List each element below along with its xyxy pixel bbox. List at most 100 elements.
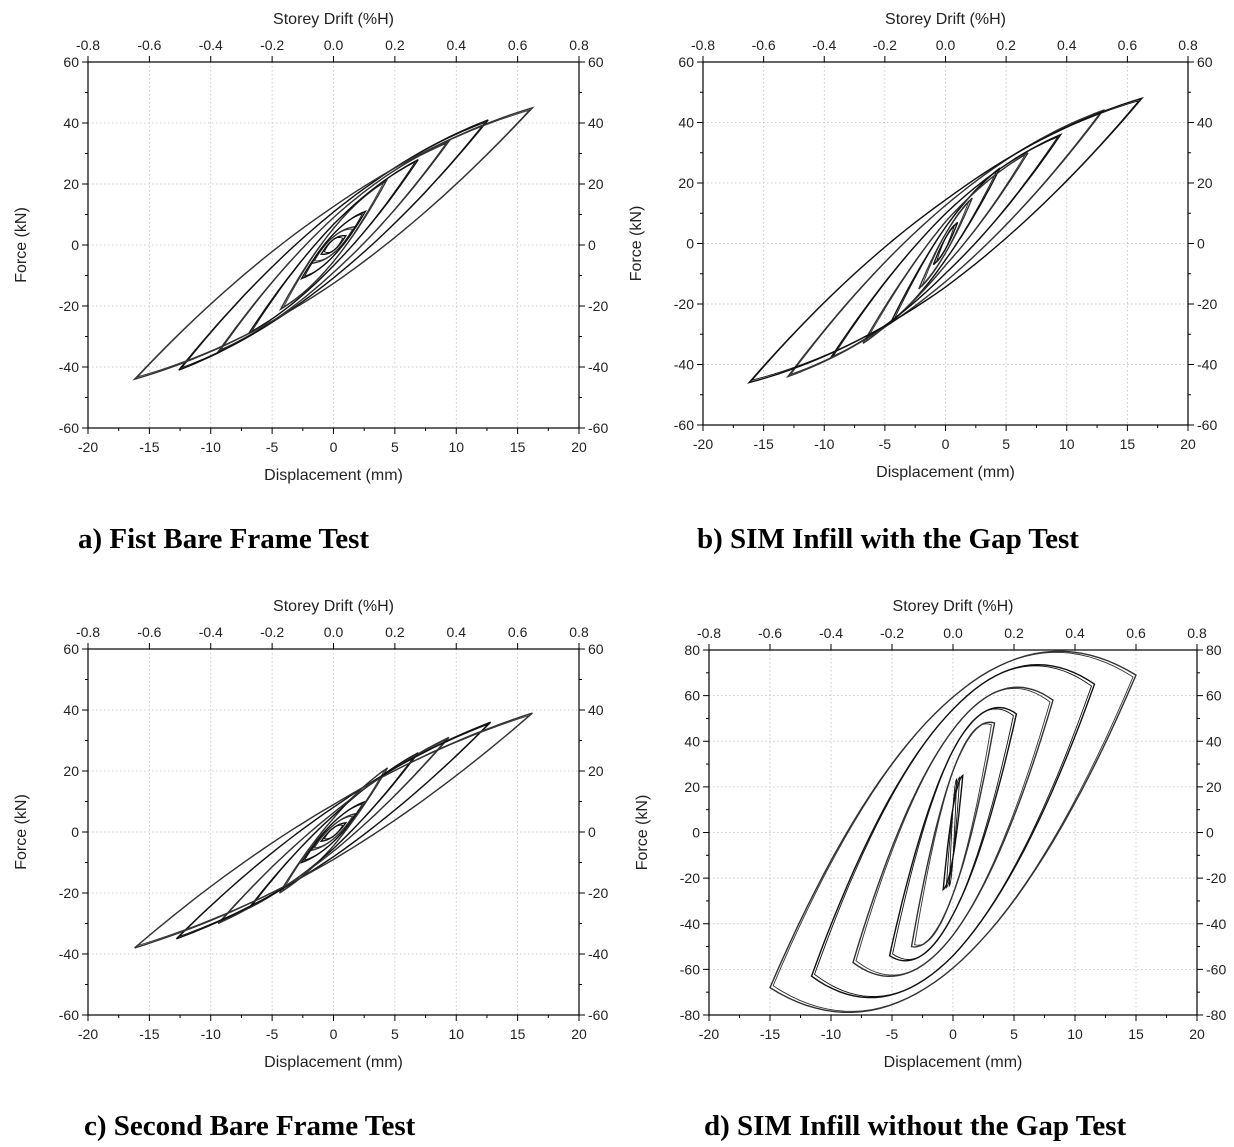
- x2-tick-label: -0.6: [758, 625, 782, 641]
- y2-tick-label: -60: [588, 420, 608, 436]
- x-tick-label: 0: [949, 1026, 957, 1042]
- y2-tick-label: -40: [1197, 357, 1217, 373]
- y2-tick-label: 0: [588, 237, 596, 253]
- y2-tick-label: 20: [1197, 175, 1213, 191]
- hysteresis-loop-cycle-8: [136, 109, 531, 378]
- hysteresis-loop-cycle-1: [945, 775, 961, 890]
- x-tick-label: 20: [1189, 1026, 1205, 1042]
- y2-tick-label: -60: [1197, 417, 1217, 433]
- y-tick-label: -20: [59, 885, 79, 901]
- hysteresis-loop-cycle-2: [313, 228, 354, 262]
- x2-tick-label: 0.8: [1187, 625, 1207, 641]
- hysteresis-loop-cycle-3: [303, 803, 364, 861]
- x-tick-label: -15: [754, 436, 774, 452]
- x2-tick-label: -0.4: [812, 37, 836, 53]
- y2-tick-label: 20: [588, 763, 604, 779]
- x2-tick-label: -0.6: [137, 624, 161, 640]
- x2-tick-label: -0.4: [199, 624, 223, 640]
- y-tick-label: 20: [63, 763, 79, 779]
- y-tick-label: 20: [63, 176, 79, 192]
- x-tick-label: -20: [699, 1026, 719, 1042]
- hysteresis-loop-cycle-2: [910, 721, 996, 948]
- y-tick-label: 40: [684, 733, 700, 749]
- x2-tick-label: 0.2: [1004, 625, 1024, 641]
- x-tick-label: -15: [139, 439, 159, 455]
- x2-tick-label: -0.2: [260, 37, 284, 53]
- y-tick-label: 80: [684, 642, 700, 658]
- hysteresis-loop-cycle-2: [313, 815, 354, 849]
- y2-tick-label: 0: [1197, 236, 1205, 252]
- x-tick-label: -10: [201, 439, 221, 455]
- x-tick-label: 20: [571, 1026, 587, 1042]
- y-tick-label: 20: [684, 779, 700, 795]
- x-tick-label: 0: [330, 439, 338, 455]
- chart-panel-a: -20 -15 -10 -5 0 5 10 15 20 -60 -60 -40 -40 -20 -20 0 0 2…: [0, 0, 617, 500]
- x-tick-label: 5: [391, 439, 399, 455]
- x-tick-label: -10: [201, 1026, 221, 1042]
- x2-tick-label: 0.0: [943, 625, 963, 641]
- x-tick-label: 15: [1120, 436, 1136, 452]
- x2-tick-label: -0.2: [873, 37, 897, 53]
- x-tick-label: -10: [814, 436, 834, 452]
- x2-tick-label: -0.6: [137, 37, 161, 53]
- x-tick-label: 10: [448, 439, 464, 455]
- y2-tick-label: 40: [1197, 115, 1213, 131]
- x2-tick-label: 0.6: [1126, 625, 1146, 641]
- x2-tick-label: 0.0: [936, 37, 956, 53]
- x2-tick-label: -0.8: [697, 625, 721, 641]
- y-tick-label: 60: [63, 54, 79, 70]
- x2-tick-label: 0.2: [385, 37, 405, 53]
- x2-tick-label: -0.2: [880, 625, 904, 641]
- y2-tick-label: 0: [588, 824, 596, 840]
- y2-tick-label: 20: [1206, 779, 1222, 795]
- y2-tick-label: -20: [1197, 296, 1217, 312]
- x2-tick-label: 0.4: [1065, 625, 1085, 641]
- hysteresis-loop-cycle-7: [747, 96, 1144, 384]
- y2-tick-label: 60: [588, 641, 604, 657]
- hysteresis-chart-c: -20 -15 -10 -5 0 5 10 15 20-60 -60-40 -40-20 -200 02…: [13, 598, 608, 1071]
- y-tick-label: -60: [59, 1007, 79, 1023]
- hysteresis-loop-cycle-5: [832, 135, 1059, 358]
- hysteresis-loop-cycle-7: [179, 724, 488, 937]
- chart-panel-d: -20 -15 -10 -5 0 5 10 15 20 -80 -80 -60 -60 -40 -40 -20…: [617, 587, 1234, 1087]
- y-tick-label: 0: [71, 237, 79, 253]
- y-tick-label: 0: [71, 824, 79, 840]
- y-tick-label: -40: [680, 916, 700, 932]
- chart-panel-b: -20 -15 -10 -5 0 5 10 15 20 -60 -60 -40 -40 -20 -20 0 0 2…: [617, 0, 1234, 500]
- x2-axis-label: Storey Drift (%H): [885, 11, 1006, 28]
- y2-tick-label: -40: [588, 946, 608, 962]
- y-axis-label: Force (kN): [628, 206, 645, 282]
- y-tick-label: 60: [63, 641, 79, 657]
- x2-tick-label: 0.8: [1178, 37, 1198, 53]
- y-tick-label: 60: [678, 54, 694, 70]
- y-tick-label: 40: [678, 115, 694, 131]
- x2-tick-label: 0.6: [1118, 37, 1138, 53]
- x-tick-label: 20: [571, 439, 587, 455]
- x-tick-label: -20: [78, 1026, 98, 1042]
- caption-a: a) Fist Bare Frame Test: [78, 523, 370, 555]
- hysteresis-loop-cycle-1: [323, 824, 344, 840]
- x-tick-label: 5: [1010, 1026, 1018, 1042]
- y-tick-label: 40: [63, 115, 79, 131]
- y2-tick-label: 40: [588, 702, 604, 718]
- y-tick-label: -80: [680, 1007, 700, 1023]
- x-tick-label: 10: [1059, 436, 1075, 452]
- x-tick-label: -5: [879, 436, 892, 452]
- hysteresis-chart-d: -20 -15 -10 -5 0 5 10 15 20-80 -80-60 -60-40 -40-20…: [634, 598, 1226, 1071]
- x-tick-label: 5: [391, 1026, 399, 1042]
- x2-tick-label: -0.8: [76, 37, 100, 53]
- y-tick-label: 20: [678, 175, 694, 191]
- x2-tick-label: 0.2: [385, 624, 405, 640]
- y2-tick-label: -20: [588, 298, 608, 314]
- hysteresis-loop-cycle-4: [865, 154, 1026, 342]
- y2-tick-label: 20: [588, 176, 604, 192]
- x-tick-label: 20: [1180, 436, 1196, 452]
- y-tick-label: -40: [59, 359, 79, 375]
- hysteresis-series: [132, 106, 535, 381]
- hysteresis-loop-cycle-1: [948, 777, 958, 888]
- y2-tick-label: 40: [1206, 733, 1222, 749]
- y-axis-label: Force (kN): [13, 207, 30, 283]
- x2-axis-label: Storey Drift (%H): [273, 11, 394, 28]
- x2-tick-label: 0.8: [569, 624, 589, 640]
- y-tick-label: -40: [59, 946, 79, 962]
